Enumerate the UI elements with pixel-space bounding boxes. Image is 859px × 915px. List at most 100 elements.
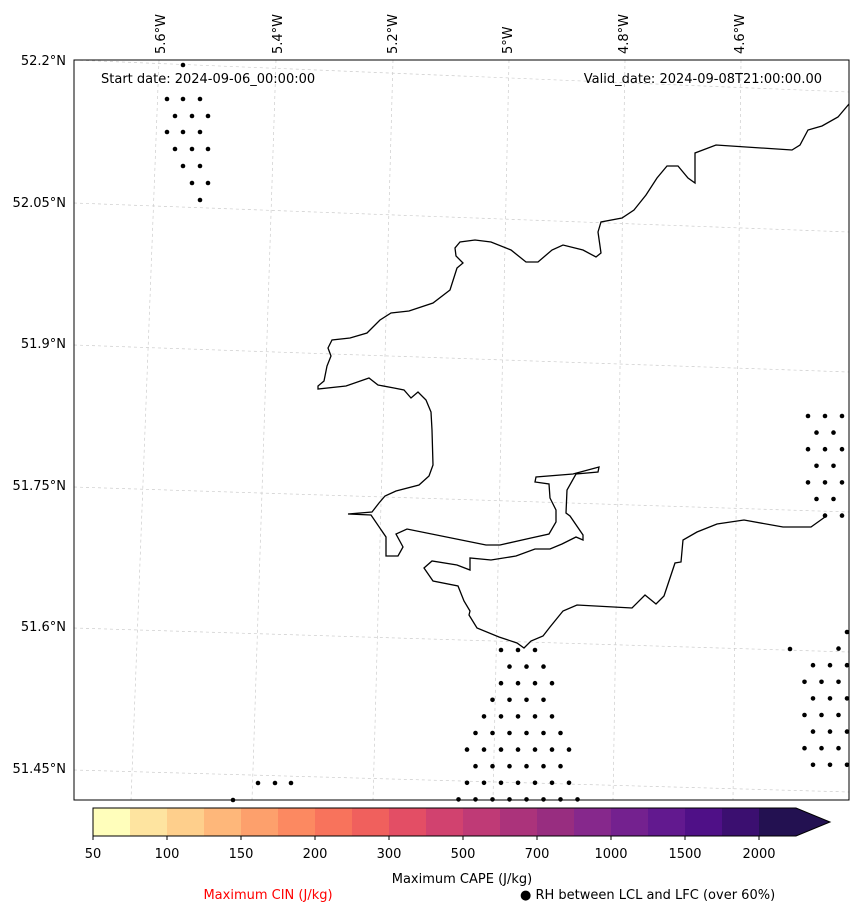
latitude-labels: 52.2°N 52.05°N 51.9°N 51.75°N 51.6°N 51.45°N bbox=[13, 54, 66, 777]
rh-dot bbox=[805, 446, 811, 452]
rh-dot bbox=[566, 780, 572, 786]
colorbar bbox=[92, 807, 832, 837]
colorbar-segment bbox=[574, 808, 611, 836]
colorbar-segment bbox=[537, 808, 574, 836]
rh-dot bbox=[197, 163, 203, 169]
lon-label: 5.2°W bbox=[386, 14, 401, 54]
rh-dot bbox=[481, 714, 487, 719]
rh-dot bbox=[839, 413, 845, 419]
rh-dot bbox=[814, 430, 819, 435]
colorbar-tick-label: 100 bbox=[155, 847, 180, 862]
rh-dot bbox=[802, 679, 807, 685]
rh-dot bbox=[524, 763, 529, 769]
rh-dot bbox=[541, 797, 546, 802]
lat-label: 51.75°N bbox=[13, 479, 66, 494]
colorbar-tick-label: 1500 bbox=[668, 847, 701, 862]
rh-dot bbox=[498, 680, 504, 686]
rh-dot bbox=[288, 780, 294, 786]
rh-dot bbox=[515, 780, 521, 786]
colorbar-segment bbox=[500, 808, 537, 836]
rh-dot bbox=[787, 646, 793, 652]
rh-dot bbox=[814, 496, 819, 502]
rh-dot bbox=[180, 163, 186, 169]
lat-label: 52.2°N bbox=[21, 54, 66, 69]
rh-dot bbox=[490, 697, 495, 703]
rh-dot bbox=[805, 480, 811, 485]
rh-dot bbox=[541, 697, 546, 703]
rh-dot bbox=[819, 745, 824, 751]
rh-dot bbox=[473, 797, 478, 802]
lat-label: 51.45°N bbox=[13, 762, 66, 777]
cin-legend-label: Maximum CIN (J/kg) bbox=[203, 888, 333, 903]
lat-label: 51.6°N bbox=[21, 620, 66, 635]
longitude-labels: 5.6°W 5.4°W 5.2°W 5°W 4.8°W 4.6°W bbox=[154, 14, 748, 54]
rh-legend-label: ● RH between LCL and LFC (over 60%) bbox=[520, 888, 776, 903]
colorbar-tick-label: 50 bbox=[85, 847, 102, 862]
rh-dot bbox=[498, 647, 504, 653]
rh-dot bbox=[819, 712, 824, 718]
colorbar-tick-label: 200 bbox=[303, 847, 328, 862]
rh-dot bbox=[464, 747, 470, 752]
rh-dot bbox=[532, 647, 538, 653]
rh-dot bbox=[805, 413, 811, 419]
colorbar-segment bbox=[93, 808, 130, 836]
rh-dot bbox=[549, 714, 555, 719]
rh-dot bbox=[810, 762, 816, 768]
rh-dot bbox=[541, 763, 546, 769]
rh-dot bbox=[532, 680, 538, 686]
rh-dot bbox=[464, 780, 470, 786]
rh-dot bbox=[831, 430, 836, 435]
rh-dot bbox=[839, 446, 845, 452]
rh-dot bbox=[507, 730, 512, 736]
rh-dot bbox=[498, 747, 504, 752]
rh-dot bbox=[831, 496, 836, 502]
colorbar-segment bbox=[204, 808, 241, 836]
colorbar-tick-label: 300 bbox=[377, 847, 402, 862]
rh-dot bbox=[515, 747, 521, 752]
rh-dot bbox=[524, 797, 529, 802]
rh-dot bbox=[189, 180, 195, 186]
rh-dot bbox=[814, 463, 819, 469]
rh-dot bbox=[541, 664, 546, 669]
colorbar-segment bbox=[241, 808, 278, 836]
rh-dot bbox=[831, 463, 836, 469]
colorbar-segment bbox=[648, 808, 685, 836]
colorbar-tick-labels: 50 100 150 200 300 500 700 1000 1500 2000 bbox=[85, 836, 776, 862]
colorbar-segment bbox=[315, 808, 352, 836]
rh-dot bbox=[205, 180, 211, 186]
start-date-label: Start date: 2024-09-06_00:00:00 bbox=[101, 72, 315, 87]
colorbar-tick-label: 700 bbox=[525, 847, 550, 862]
rh-dot bbox=[481, 747, 487, 752]
rh-dot bbox=[197, 197, 203, 203]
colorbar-tick-label: 150 bbox=[229, 847, 254, 862]
colorbar-segment bbox=[130, 808, 167, 836]
rh-dot bbox=[507, 697, 512, 703]
colorbar-title: Maximum CAPE (J/kg) bbox=[392, 872, 532, 887]
colorbar-segment bbox=[278, 808, 315, 836]
coastline-north bbox=[317, 103, 850, 649]
rh-dot bbox=[822, 513, 828, 518]
rh-dot bbox=[810, 662, 816, 668]
rh-dot bbox=[827, 696, 833, 701]
colorbar-extend-arrow bbox=[796, 808, 830, 836]
rh-dot bbox=[473, 763, 478, 769]
rh-dot bbox=[197, 96, 203, 102]
rh-dot bbox=[822, 446, 828, 452]
rh-dot bbox=[205, 113, 211, 119]
rh-dot bbox=[549, 680, 555, 686]
rh-dot bbox=[532, 747, 538, 752]
colorbar-tick-label: 2000 bbox=[742, 847, 775, 862]
rh-stipple-dots bbox=[164, 62, 850, 803]
rh-dot bbox=[839, 513, 845, 518]
rh-dot bbox=[844, 729, 850, 734]
colorbar-segment bbox=[611, 808, 648, 836]
rh-dot bbox=[827, 662, 833, 668]
lon-label: 5.4°W bbox=[271, 14, 286, 54]
rh-dot bbox=[566, 747, 572, 752]
colorbar-segment bbox=[463, 808, 500, 836]
rh-dot bbox=[822, 480, 828, 485]
rh-dot bbox=[515, 647, 521, 653]
colorbar-segment bbox=[389, 808, 426, 836]
rh-dot bbox=[827, 762, 833, 768]
